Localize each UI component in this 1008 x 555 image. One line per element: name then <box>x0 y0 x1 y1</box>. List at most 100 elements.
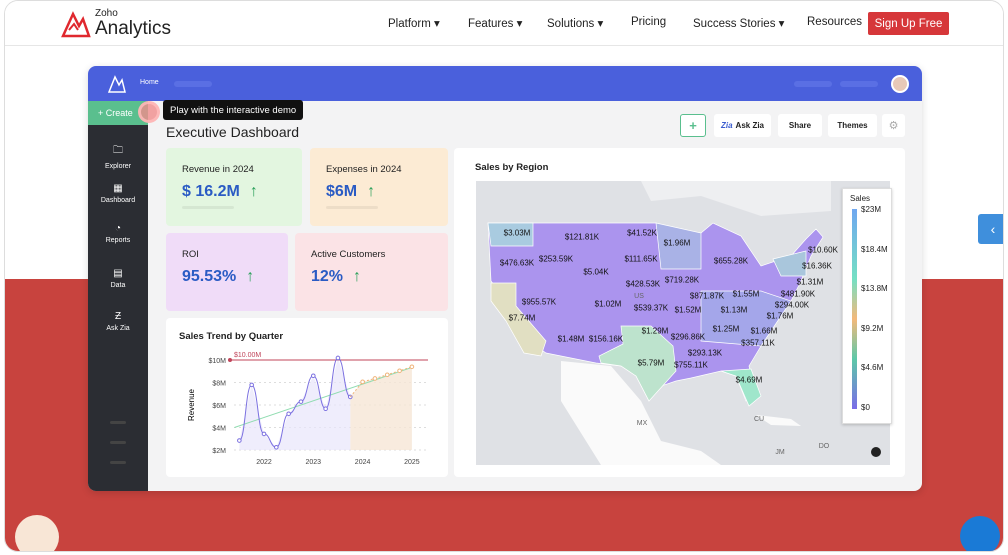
forecast-area <box>350 366 412 450</box>
region-value-label: $1.29M <box>641 326 669 336</box>
actual-point <box>237 438 242 443</box>
region-value-label: $481.90K <box>780 289 816 299</box>
placeholder-pill <box>174 81 212 87</box>
region-value-label: $5.04K <box>583 267 609 277</box>
user-avatar[interactable] <box>891 75 909 93</box>
region-value-label: $1.48M <box>557 334 585 344</box>
forecast-point <box>360 379 365 385</box>
region-value-label: $1.31M <box>796 277 824 287</box>
demo-hotspot[interactable] <box>138 101 160 123</box>
region-value-label: $121.81K <box>564 232 600 242</box>
trend-up-icon: ↑ <box>246 268 255 285</box>
sidebar-item-data[interactable]: ▤ Data <box>88 268 148 289</box>
nav-solutions[interactable]: Solutions ▾ <box>547 18 604 30</box>
chevron-left-icon[interactable]: ‹ <box>978 214 1003 244</box>
sidebar-item-ask-zia[interactable]: Ƶ Ask Zia <box>88 311 148 332</box>
region-value-label: $357.11K <box>741 338 775 348</box>
zia-icon: Ƶ <box>114 311 122 322</box>
region-texas[interactable] <box>598 325 677 402</box>
zoho-analytics-logo[interactable]: Zoho Analytics <box>61 9 171 38</box>
region-value-label: $871.87K <box>689 291 725 301</box>
sidebar-placeholders <box>110 421 126 424</box>
region-washington[interactable] <box>487 222 534 247</box>
share-button[interactable]: Share <box>778 114 822 137</box>
region-florida[interactable] <box>720 368 762 407</box>
forecast-point <box>397 368 402 374</box>
actual-point <box>298 399 304 404</box>
ask-zia-button[interactable]: Zia Ask Zia <box>714 114 771 137</box>
sales-trend-chart: $2M $4M $6M $8M $10M 2022 2023 2024 2025 Revenue $… <box>187 352 428 466</box>
trend-up-icon: ↑ <box>353 268 362 285</box>
region-california[interactable] <box>490 282 547 357</box>
region-value-label: $3.03M <box>503 228 531 238</box>
grid-icon: ▦ <box>113 183 123 194</box>
sidebar-item-reports[interactable]: ◔ Reports <box>88 223 148 244</box>
country-label: US <box>634 293 644 300</box>
sidebar-item-explorer[interactable]: 🗀 Explorer <box>88 143 148 170</box>
nav-platform[interactable]: Platform ▾ <box>388 18 440 30</box>
info-icon[interactable] <box>871 447 881 457</box>
actual-point <box>323 406 328 412</box>
legend-tick-label: $23M <box>861 205 882 214</box>
kpi-expenses[interactable]: Expenses in 2024 $6M ↑ <box>310 148 448 226</box>
folder-icon: 🗀 <box>113 145 123 156</box>
country-label: DO <box>818 443 830 450</box>
kpi-revenue[interactable]: Revenue in 2024 $ 16.2M ↑ <box>166 148 302 226</box>
chat-icon[interactable] <box>960 516 1000 551</box>
actual-area <box>239 357 351 450</box>
region-value-label: $294.00K <box>774 300 810 310</box>
logo-icon <box>61 10 91 37</box>
region-value-label: $1.02M <box>594 299 622 309</box>
table-icon: ▤ <box>113 268 123 279</box>
nav-pricing[interactable]: Pricing <box>631 16 667 28</box>
legend-tick-label: $18.4M <box>861 244 888 254</box>
region-map[interactable] <box>476 181 890 465</box>
app-logo-icon <box>108 75 126 93</box>
region-new-york[interactable] <box>772 250 807 277</box>
region-value-label: $7.74M <box>508 313 536 323</box>
cookie-icon[interactable] <box>15 515 59 551</box>
sidebar: 🗀 Explorer ▦ Dashboard ◔ Reports ▤ Data Ƶ Ask… <box>88 101 148 491</box>
legend-tick-label: $4.6M <box>861 363 884 373</box>
region-value-label: $1.76M <box>766 311 794 321</box>
chart-title: Sales Trend by Quarter <box>179 331 284 342</box>
region-value-label: $1.66M <box>750 326 778 336</box>
actual-point <box>335 355 341 361</box>
region-value-label: $539.37K <box>633 303 669 313</box>
target-marker <box>228 358 232 362</box>
kpi-roi[interactable]: ROI 95.53% ↑ <box>166 233 288 311</box>
trend-line <box>234 366 413 428</box>
kpi-active-customers[interactable]: Active Customers 12% ↑ <box>295 233 448 311</box>
region-value-label: $428.53K <box>625 279 661 289</box>
nav-features[interactable]: Features ▾ <box>468 18 523 30</box>
y-tick-label: $6M <box>212 403 226 410</box>
legend-tick-label: $13.8M <box>861 284 888 294</box>
themes-button[interactable]: Themes <box>828 114 877 137</box>
trend-up-icon: ↑ <box>249 183 258 200</box>
nav-resources[interactable]: Resources <box>807 16 862 28</box>
region-value-label: $253.59K <box>538 254 574 264</box>
settings-gear-icon[interactable]: ⚙ <box>882 114 905 137</box>
region-value-label: $1.55M <box>732 289 760 299</box>
x-tick-label: 2025 <box>404 459 420 466</box>
actual-line <box>238 357 351 448</box>
region-value-label: $293.13K <box>687 348 723 358</box>
forecast-point <box>372 376 378 381</box>
demo-tooltip: Play with the interactive demo <box>163 100 304 120</box>
x-tick-label: 2024 <box>355 459 371 466</box>
sign-up-button[interactable]: Sign Up Free <box>868 12 949 35</box>
placeholder-pill <box>794 81 832 87</box>
y-tick-label: $2M <box>212 448 226 455</box>
y-tick-label: $4M <box>212 426 226 433</box>
country-label: CU <box>753 416 765 423</box>
forecast-point <box>384 372 390 378</box>
sidebar-item-dashboard[interactable]: ▦ Dashboard <box>88 183 148 204</box>
region-value-label: $1.25M <box>712 324 740 334</box>
actual-point <box>261 431 267 437</box>
region-value-label: $1.13M <box>720 305 748 315</box>
nav-success-stories[interactable]: Success Stories ▾ <box>693 18 785 30</box>
add-widget-button[interactable]: + <box>680 114 706 137</box>
region-value-label: $955.57K <box>521 297 557 307</box>
y-tick-label: $10M <box>208 358 226 365</box>
breadcrumb-home[interactable]: Home <box>140 79 159 86</box>
